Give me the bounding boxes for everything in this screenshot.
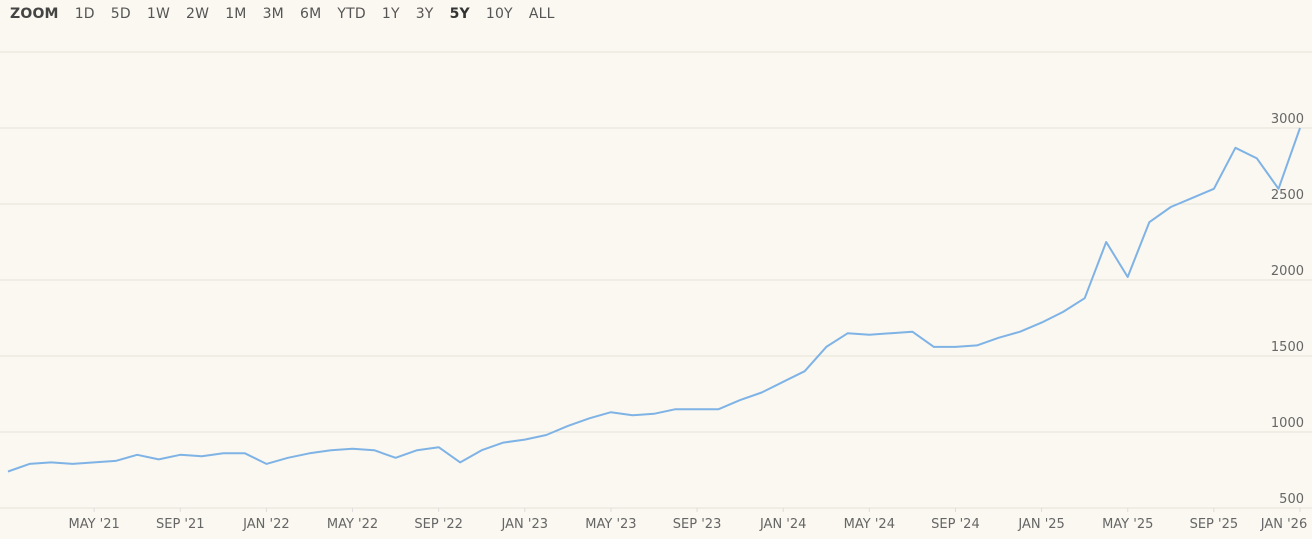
- zoom-label: ZOOM: [10, 6, 59, 22]
- x-tick-label: SEP '23: [673, 517, 722, 532]
- x-tick-label: JAN '22: [242, 517, 289, 532]
- zoom-bar: ZOOM 1D 5D 1W 2W 1M 3M 6M YTD 1Y 3Y 5Y 10Y ALL: [10, 6, 555, 22]
- zoom-button[interactable]: 1D: [74, 6, 95, 22]
- x-tick-label: JAN '24: [759, 517, 806, 532]
- y-tick-label: 1000: [1271, 416, 1304, 431]
- zoom-button[interactable]: ALL: [528, 6, 555, 22]
- zoom-button[interactable]: 6M: [299, 6, 322, 22]
- zoom-button[interactable]: 5D: [110, 6, 131, 22]
- zoom-button[interactable]: 1W: [146, 6, 171, 22]
- zoom-button[interactable]: 3M: [262, 6, 284, 22]
- x-tick-label: MAY '25: [1102, 517, 1153, 532]
- zoom-button[interactable]: YTD: [337, 6, 366, 22]
- x-tick-label: MAY '23: [585, 517, 636, 532]
- zoom-button[interactable]: 2W: [186, 6, 210, 22]
- x-tick-label: SEP '22: [414, 517, 463, 532]
- x-tick-label: MAY '24: [844, 517, 895, 532]
- zoom-button[interactable]: 3Y: [415, 6, 434, 22]
- x-tick-label: JAN '23: [501, 517, 548, 532]
- zoom-button[interactable]: 1M: [225, 6, 247, 22]
- y-tick-label: 2500: [1271, 188, 1304, 203]
- zoom-button[interactable]: 5Y: [449, 6, 470, 22]
- y-tick-label: 2000: [1271, 264, 1304, 279]
- zoom-button[interactable]: 10Y: [485, 6, 513, 22]
- x-tick-label: JAN '26: [1260, 517, 1307, 532]
- x-tick-label: MAY '22: [327, 517, 378, 532]
- x-tick-label: MAY '21: [68, 517, 119, 532]
- zoom-button[interactable]: 1Y: [381, 6, 400, 22]
- y-tick-label: 500: [1279, 492, 1304, 507]
- price-line: [7, 127, 1301, 473]
- x-tick-label: SEP '21: [156, 517, 205, 532]
- y-tick-label: 3000: [1271, 112, 1304, 127]
- x-tick-label: SEP '24: [931, 517, 980, 532]
- x-tick-label: JAN '25: [1017, 517, 1064, 532]
- y-tick-label: 1500: [1271, 340, 1304, 355]
- x-tick-label: SEP '25: [1190, 517, 1239, 532]
